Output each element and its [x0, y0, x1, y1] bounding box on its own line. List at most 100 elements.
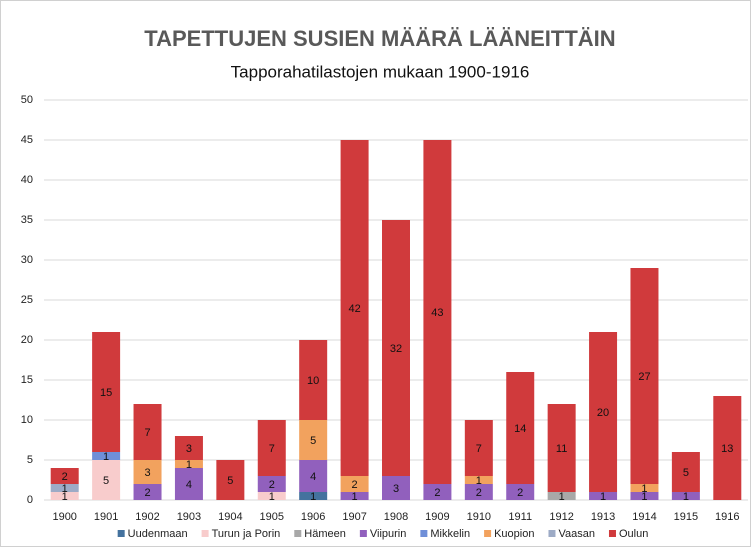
- bar-segment: [257, 492, 286, 500]
- y-tick-label: 20: [21, 334, 33, 346]
- data-label: 2: [476, 487, 482, 499]
- legend-label: Viipurin: [370, 528, 407, 540]
- x-tick-label: 1907: [342, 511, 366, 523]
- bar-segment: [50, 468, 79, 484]
- data-label: 20: [597, 407, 609, 419]
- x-tick-label: 1908: [384, 511, 408, 523]
- legend-swatch: [359, 530, 367, 537]
- bar-segment: [382, 476, 410, 500]
- bar-segment: [174, 436, 203, 460]
- bar-segment: [133, 484, 162, 500]
- legend-swatch: [420, 530, 428, 537]
- x-tick-label: 1904: [218, 511, 242, 523]
- data-label: 7: [476, 443, 482, 455]
- bar-segment: [589, 492, 618, 500]
- data-label: 15: [100, 387, 112, 399]
- x-tick-label: 1913: [591, 511, 615, 523]
- x-tick-label: 1900: [52, 511, 76, 523]
- legend-label: Uudenmaan: [128, 528, 188, 540]
- data-label: 1: [641, 483, 647, 495]
- data-label: 7: [144, 427, 150, 439]
- bar-segment: [464, 476, 493, 484]
- legend-label: Turun ja Porin: [212, 528, 281, 540]
- y-tick-label: 15: [21, 374, 33, 386]
- x-tick-label: 1903: [177, 511, 201, 523]
- x-tick-label: 1902: [135, 511, 159, 523]
- bar-segment: [50, 484, 79, 492]
- x-tick-label: 1915: [674, 511, 698, 523]
- data-label: 2: [62, 471, 68, 483]
- x-tick-label: 1906: [301, 511, 325, 523]
- bar-segment: [630, 268, 659, 484]
- y-tick-label: 50: [21, 94, 33, 106]
- bar-segment: [133, 404, 162, 460]
- bar-segment: [299, 492, 328, 500]
- x-tick-label: 1912: [549, 511, 573, 523]
- legend-swatch: [484, 530, 492, 537]
- data-label: 1: [269, 491, 275, 503]
- bar-segment: [92, 452, 121, 460]
- legend-label: Vaasan: [558, 528, 595, 540]
- bar-segment: [382, 220, 410, 476]
- bar-segment: [671, 492, 700, 500]
- bar-segment: [92, 460, 121, 500]
- bar-segment: [713, 396, 742, 500]
- y-tick-label: 5: [27, 454, 33, 466]
- bar-segment: [257, 476, 286, 492]
- data-label: 1: [559, 491, 565, 503]
- bar-segment: [299, 340, 328, 420]
- bar-segment: [464, 420, 493, 476]
- bar-segment: [216, 460, 245, 500]
- bar-segment: [630, 484, 659, 492]
- data-label: 1: [352, 491, 358, 503]
- x-tick-label: 1914: [632, 511, 656, 523]
- legend-label: Oulun: [619, 528, 648, 540]
- bar-segment: [589, 332, 618, 492]
- legend-label: Hämeen: [304, 528, 346, 540]
- bar-segment: [257, 420, 286, 476]
- data-label: 1: [186, 459, 192, 471]
- data-label: 1: [641, 491, 647, 503]
- x-tick-label: 1905: [260, 511, 284, 523]
- data-label: 2: [269, 479, 275, 491]
- legend-swatch: [294, 530, 302, 537]
- bar-segment: [92, 332, 121, 452]
- data-label: 13: [721, 443, 733, 455]
- x-tick-label: 1916: [715, 511, 739, 523]
- data-label: 11: [556, 443, 567, 455]
- bar-segment: [547, 492, 576, 500]
- x-tick-label: 1909: [425, 511, 449, 523]
- data-label: 1: [476, 475, 482, 487]
- x-tick-label: 1910: [467, 511, 491, 523]
- data-label: 2: [434, 487, 440, 499]
- bar-segment: [423, 484, 452, 500]
- data-label: 5: [683, 467, 689, 479]
- data-label: 27: [638, 371, 650, 383]
- data-label: 3: [186, 443, 192, 455]
- bar-segment: [299, 460, 328, 492]
- legend-swatch: [201, 530, 209, 537]
- legend-swatch: [608, 530, 616, 537]
- bar-segment: [133, 460, 162, 484]
- y-tick-label: 35: [21, 214, 33, 226]
- data-label: 1: [600, 491, 606, 503]
- data-label: 14: [514, 423, 526, 435]
- data-label: 3: [144, 467, 150, 479]
- bar-segment: [340, 492, 369, 500]
- x-tick-label: 1911: [508, 511, 532, 523]
- data-label: 43: [431, 307, 443, 319]
- bar-segment: [423, 140, 452, 484]
- y-tick-label: 30: [21, 254, 33, 266]
- data-label: 4: [310, 471, 316, 483]
- data-label: 5: [103, 475, 109, 487]
- legend-label: Mikkelin: [430, 528, 470, 540]
- bar-segment: [547, 404, 576, 492]
- legend-swatch: [548, 530, 556, 537]
- data-label: 5: [227, 475, 233, 487]
- bar-segment: [464, 484, 493, 500]
- legend-label: Kuopion: [494, 528, 534, 540]
- legend-swatch: [117, 530, 125, 537]
- bar-segment: [174, 468, 203, 500]
